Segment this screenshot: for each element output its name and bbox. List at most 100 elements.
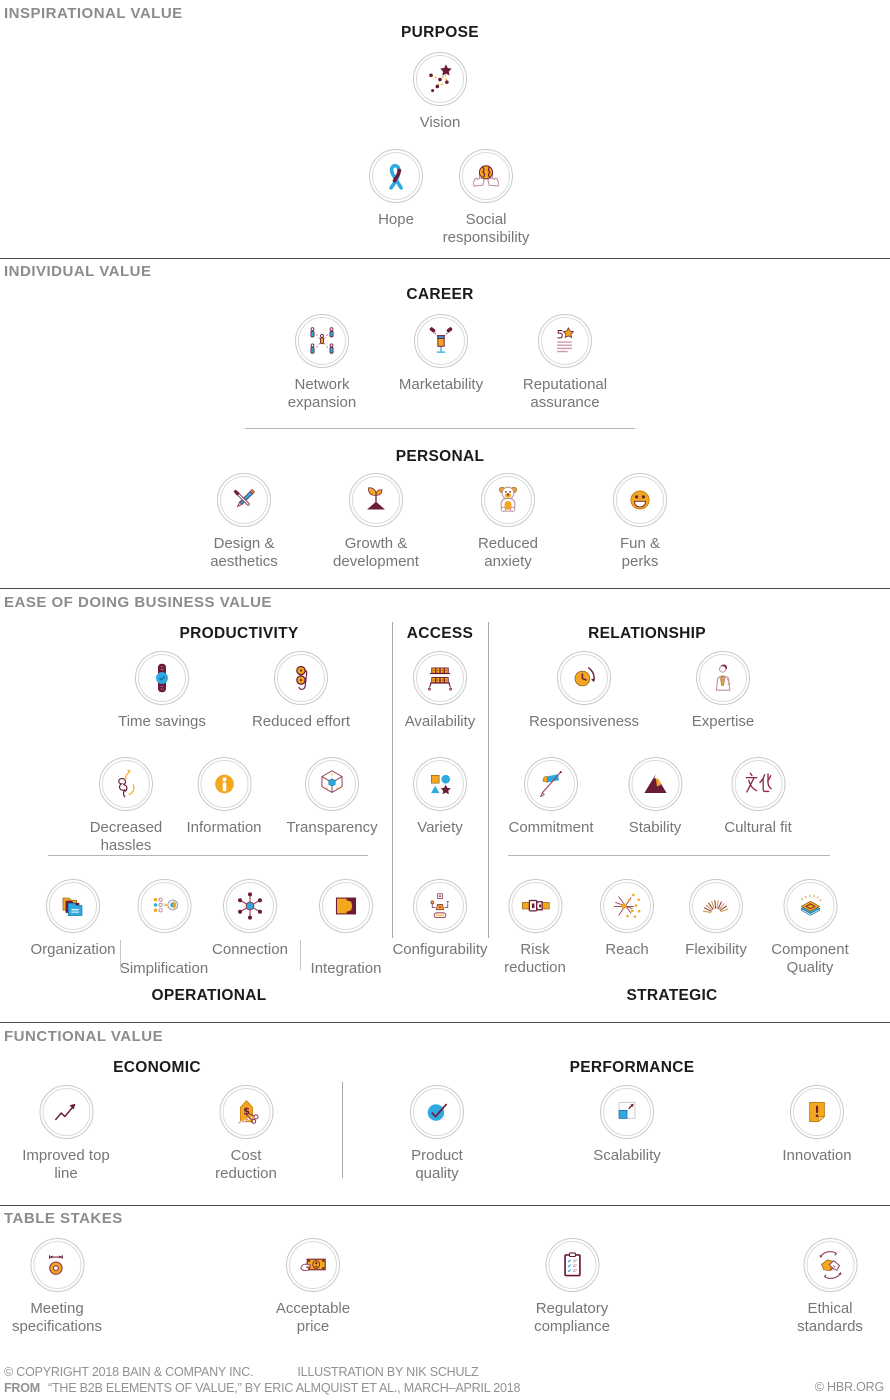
configurability-icon bbox=[422, 888, 458, 924]
element-label: Connection bbox=[212, 941, 288, 958]
element-network-expansion: Network expansion bbox=[267, 314, 377, 412]
element-fun-perks: Fun & perks bbox=[605, 473, 675, 571]
svg-text:5: 5 bbox=[557, 327, 564, 341]
section-divider bbox=[0, 1022, 890, 1023]
responsiveness-icon bbox=[566, 660, 602, 696]
category-title-career: CAREER bbox=[406, 286, 474, 303]
category-title-purpose: PURPOSE bbox=[401, 24, 479, 41]
icon-circle bbox=[413, 52, 467, 106]
availability-icon bbox=[422, 660, 458, 696]
element-label: Design & aesthetics bbox=[210, 535, 278, 570]
label-tick-divider bbox=[300, 940, 301, 970]
innovation-icon bbox=[799, 1094, 835, 1130]
element-label: Meeting specifications bbox=[11, 1300, 103, 1335]
element-availability: Availability bbox=[385, 651, 495, 731]
icon-circle bbox=[135, 651, 189, 705]
element-expertise: Expertise bbox=[668, 651, 778, 731]
element-label: Risk reduction bbox=[504, 941, 566, 976]
section-label-individual: INDIVIDUAL VALUE bbox=[4, 263, 152, 280]
acceptable-price-icon bbox=[295, 1247, 331, 1283]
element-label: Reputational assurance bbox=[522, 376, 608, 411]
icon-circle bbox=[137, 879, 191, 933]
element-configurability: Configurability bbox=[375, 879, 505, 959]
element-reach: Reach bbox=[592, 879, 662, 959]
icon-circle bbox=[414, 314, 468, 368]
element-regulatory-compliance: Regulatory compliance bbox=[510, 1238, 635, 1336]
element-label: Regulatory compliance bbox=[534, 1300, 610, 1335]
element-responsiveness: Responsiveness bbox=[509, 651, 659, 731]
icon-circle bbox=[524, 757, 578, 811]
icon-circle bbox=[39, 1085, 93, 1139]
element-ethical-standards: Ethical standards bbox=[778, 1238, 883, 1336]
icon-circle bbox=[600, 879, 654, 933]
element-reduced-effort: Reduced effort bbox=[236, 651, 366, 731]
subsection-divider bbox=[508, 855, 830, 856]
icon-circle bbox=[223, 879, 277, 933]
element-label: Variety bbox=[417, 819, 463, 836]
category-title-performance: PERFORMANCE bbox=[569, 1059, 695, 1076]
expertise-icon bbox=[705, 660, 741, 696]
icon-circle bbox=[803, 1238, 857, 1292]
element-marketability: Marketability bbox=[376, 314, 506, 394]
category-title-strategic: STRATEGIC bbox=[626, 987, 718, 1004]
element-label: Configurability bbox=[392, 941, 488, 958]
element-stability: Stability bbox=[608, 757, 703, 837]
network-expansion-icon bbox=[304, 323, 340, 359]
component-quality-icon bbox=[792, 888, 828, 924]
icon-circle bbox=[731, 757, 785, 811]
element-risk-reduction: Risk reduction bbox=[488, 879, 583, 977]
category-title-relationship: RELATIONSHIP bbox=[588, 625, 706, 642]
element-label: Cost reduction bbox=[215, 1147, 277, 1182]
section-label-table-stakes: TABLE STAKES bbox=[4, 1210, 123, 1227]
element-label: Growth & development bbox=[333, 535, 419, 570]
footer-illustration-credit: ILLUSTRATION BY NIK SCHULZ bbox=[297, 1365, 479, 1379]
regulatory-compliance-icon bbox=[554, 1247, 590, 1283]
vision-icon bbox=[422, 61, 458, 97]
element-label: Time savings bbox=[118, 713, 206, 730]
stability-icon bbox=[637, 766, 673, 802]
fun-perks-icon bbox=[622, 482, 658, 518]
cost-reduction-icon: $ bbox=[228, 1094, 264, 1130]
icon-circle bbox=[413, 651, 467, 705]
design-aesthetics-icon bbox=[226, 482, 262, 518]
element-label: Flexibility bbox=[685, 941, 747, 958]
cultural-fit-icon bbox=[740, 766, 776, 802]
element-product-quality: Product quality bbox=[392, 1085, 482, 1183]
icon-circle bbox=[481, 473, 535, 527]
element-flexibility: Flexibility bbox=[666, 879, 766, 959]
icon-circle bbox=[410, 1085, 464, 1139]
section-label-ease: EASE OF DOING BUSINESS VALUE bbox=[4, 594, 272, 611]
element-cost-reduction: $ Cost reduction bbox=[199, 1085, 294, 1183]
element-growth-development: Growth & development bbox=[316, 473, 436, 571]
element-label: Integration bbox=[310, 960, 382, 977]
column-divider bbox=[342, 1082, 343, 1178]
icon-circle bbox=[508, 879, 562, 933]
section-label-inspirational: INSPIRATIONAL VALUE bbox=[4, 5, 183, 22]
connection-icon bbox=[232, 888, 268, 924]
category-title-economic: ECONOMIC bbox=[113, 1059, 201, 1076]
flexibility-icon bbox=[698, 888, 734, 924]
decreased-hassles-icon bbox=[108, 766, 144, 802]
element-decreased-hassles: Decreased hassles bbox=[76, 757, 176, 855]
icon-circle bbox=[349, 473, 403, 527]
section-divider bbox=[0, 1205, 890, 1206]
element-variety: Variety bbox=[395, 757, 485, 837]
icon-circle bbox=[628, 757, 682, 811]
icon-circle bbox=[545, 1238, 599, 1292]
element-label: Component Quality bbox=[771, 941, 849, 976]
category-title-access: ACCESS bbox=[406, 625, 474, 642]
element-label: Organization bbox=[30, 941, 116, 958]
element-label: Reduced anxiety bbox=[477, 535, 539, 570]
section-divider bbox=[0, 258, 890, 259]
icon-circle bbox=[369, 149, 423, 203]
footer-copyright: © COPYRIGHT 2018 BAIN & COMPANY INC. bbox=[4, 1365, 254, 1379]
element-reputational-assurance: 5 Reputational assurance bbox=[505, 314, 625, 412]
section-label-functional: FUNCTIONAL VALUE bbox=[4, 1028, 164, 1045]
icon-circle bbox=[197, 757, 251, 811]
svg-text:$: $ bbox=[243, 1107, 250, 1118]
meeting-specifications-icon bbox=[39, 1247, 75, 1283]
element-label: Scalability bbox=[593, 1147, 661, 1164]
element-label: Cultural fit bbox=[724, 819, 792, 836]
marketability-icon bbox=[423, 323, 459, 359]
element-time-savings: Time savings bbox=[102, 651, 222, 731]
